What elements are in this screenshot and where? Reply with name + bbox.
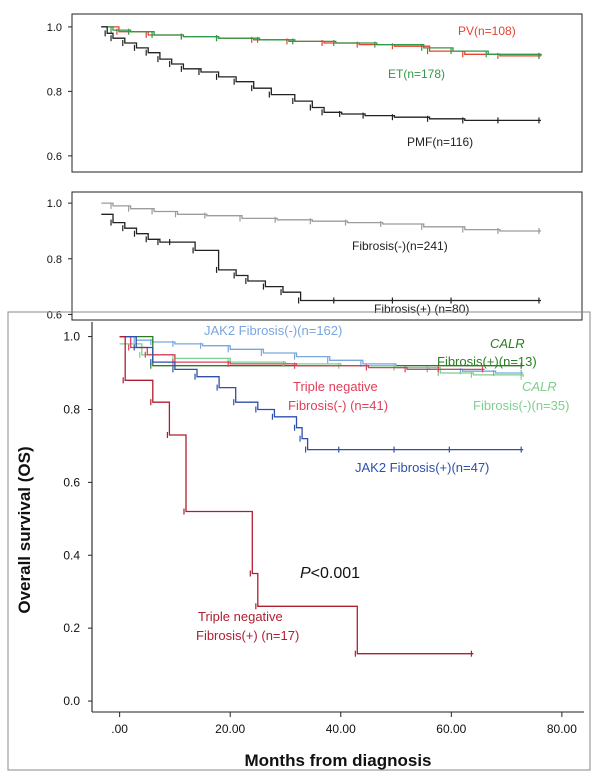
label-triple-neg-fibrosis-neg-line1: Triple negative (293, 379, 378, 394)
panel-top: 1.0 0.8 0.6 PV(n=108) ET(n=178) PMF(n=116) (47, 13, 583, 173)
series-line-1 (101, 26, 542, 56)
label-calr-fibrosis-neg-line1: CALR (522, 379, 557, 394)
y-tick-label: 1.0 (47, 198, 62, 210)
label-jak2-fibrosis-neg: JAK2 Fibrosis(-)(n=162) (204, 323, 342, 338)
p-value-annotation: P<0.001 (300, 565, 360, 582)
y-tick-label: 0.6 (47, 309, 62, 321)
y-tick-label: 0.0 (63, 694, 80, 708)
label-fibrosis-pos: Fibrosis(+) (n=80) (374, 302, 469, 316)
x-tick-label: 60.00 (436, 722, 466, 736)
x-tick-label: 80.00 (547, 722, 577, 736)
panel-bottom: 0.0 0.2 0.4 0.6 0.8 1.0 .00 20.00 40.00 60.00 80.0… (7, 311, 591, 771)
label-calr-fibrosis-pos-line1: CALR (490, 336, 525, 351)
label-calr-fibrosis-pos-line2: Fibrosis(+)(n=13) (437, 354, 537, 369)
x-axis-title: Months from diagnosis (245, 751, 432, 770)
series-line-5 (119, 335, 474, 655)
label-fibrosis-neg: Fibrosis(-)(n=241) (352, 239, 448, 253)
series-line-0 (101, 202, 541, 232)
y-tick-label: 1.0 (47, 22, 62, 34)
x-tick-label: .00 (111, 722, 128, 736)
y-tick-label: 0.6 (63, 475, 80, 489)
label-et: ET(n=178) (388, 67, 445, 81)
label-pmf: PMF(n=116) (407, 135, 473, 149)
panel-middle: 1.0 0.8 0.6 Fibrosis(-)(n=241) Fibrosis(+)… (47, 191, 583, 321)
y-tick-label: 0.2 (63, 621, 80, 635)
y-tick-label: 0.6 (47, 151, 62, 163)
label-triple-neg-fibrosis-pos-line2: Fibrosis(+) (n=17) (196, 628, 299, 643)
y-tick-label: 0.8 (47, 86, 62, 98)
p-value-symbol: P (300, 565, 311, 582)
y-tick-label: 0.4 (63, 548, 80, 562)
label-triple-neg-fibrosis-pos-line1: Triple negative (198, 609, 283, 624)
label-triple-neg-fibrosis-neg-line2: Fibrosis(-) (n=41) (288, 398, 388, 413)
panel-middle-frame (71, 191, 583, 321)
y-axis-title: Overall survival (OS) (15, 446, 34, 613)
y-tick-label: 0.8 (63, 402, 80, 416)
x-tick-label: 20.00 (215, 722, 245, 736)
series-line-2 (101, 26, 541, 122)
panel-top-frame (71, 13, 583, 173)
y-tick-label: 1.0 (63, 330, 80, 344)
label-jak2-fibrosis-pos: JAK2 Fibrosis(+)(n=47) (355, 460, 489, 475)
panel-bottom-frame (7, 311, 591, 771)
y-tick-label: 0.8 (47, 254, 62, 266)
label-calr-fibrosis-neg-line2: Fibrosis(-)(n=35) (473, 398, 569, 413)
p-value-text: <0.001 (311, 565, 360, 582)
x-tick-label: 40.00 (326, 722, 356, 736)
series-line-4 (119, 335, 524, 451)
series-line-1 (101, 213, 541, 302)
label-pv: PV(n=108) (458, 24, 516, 38)
